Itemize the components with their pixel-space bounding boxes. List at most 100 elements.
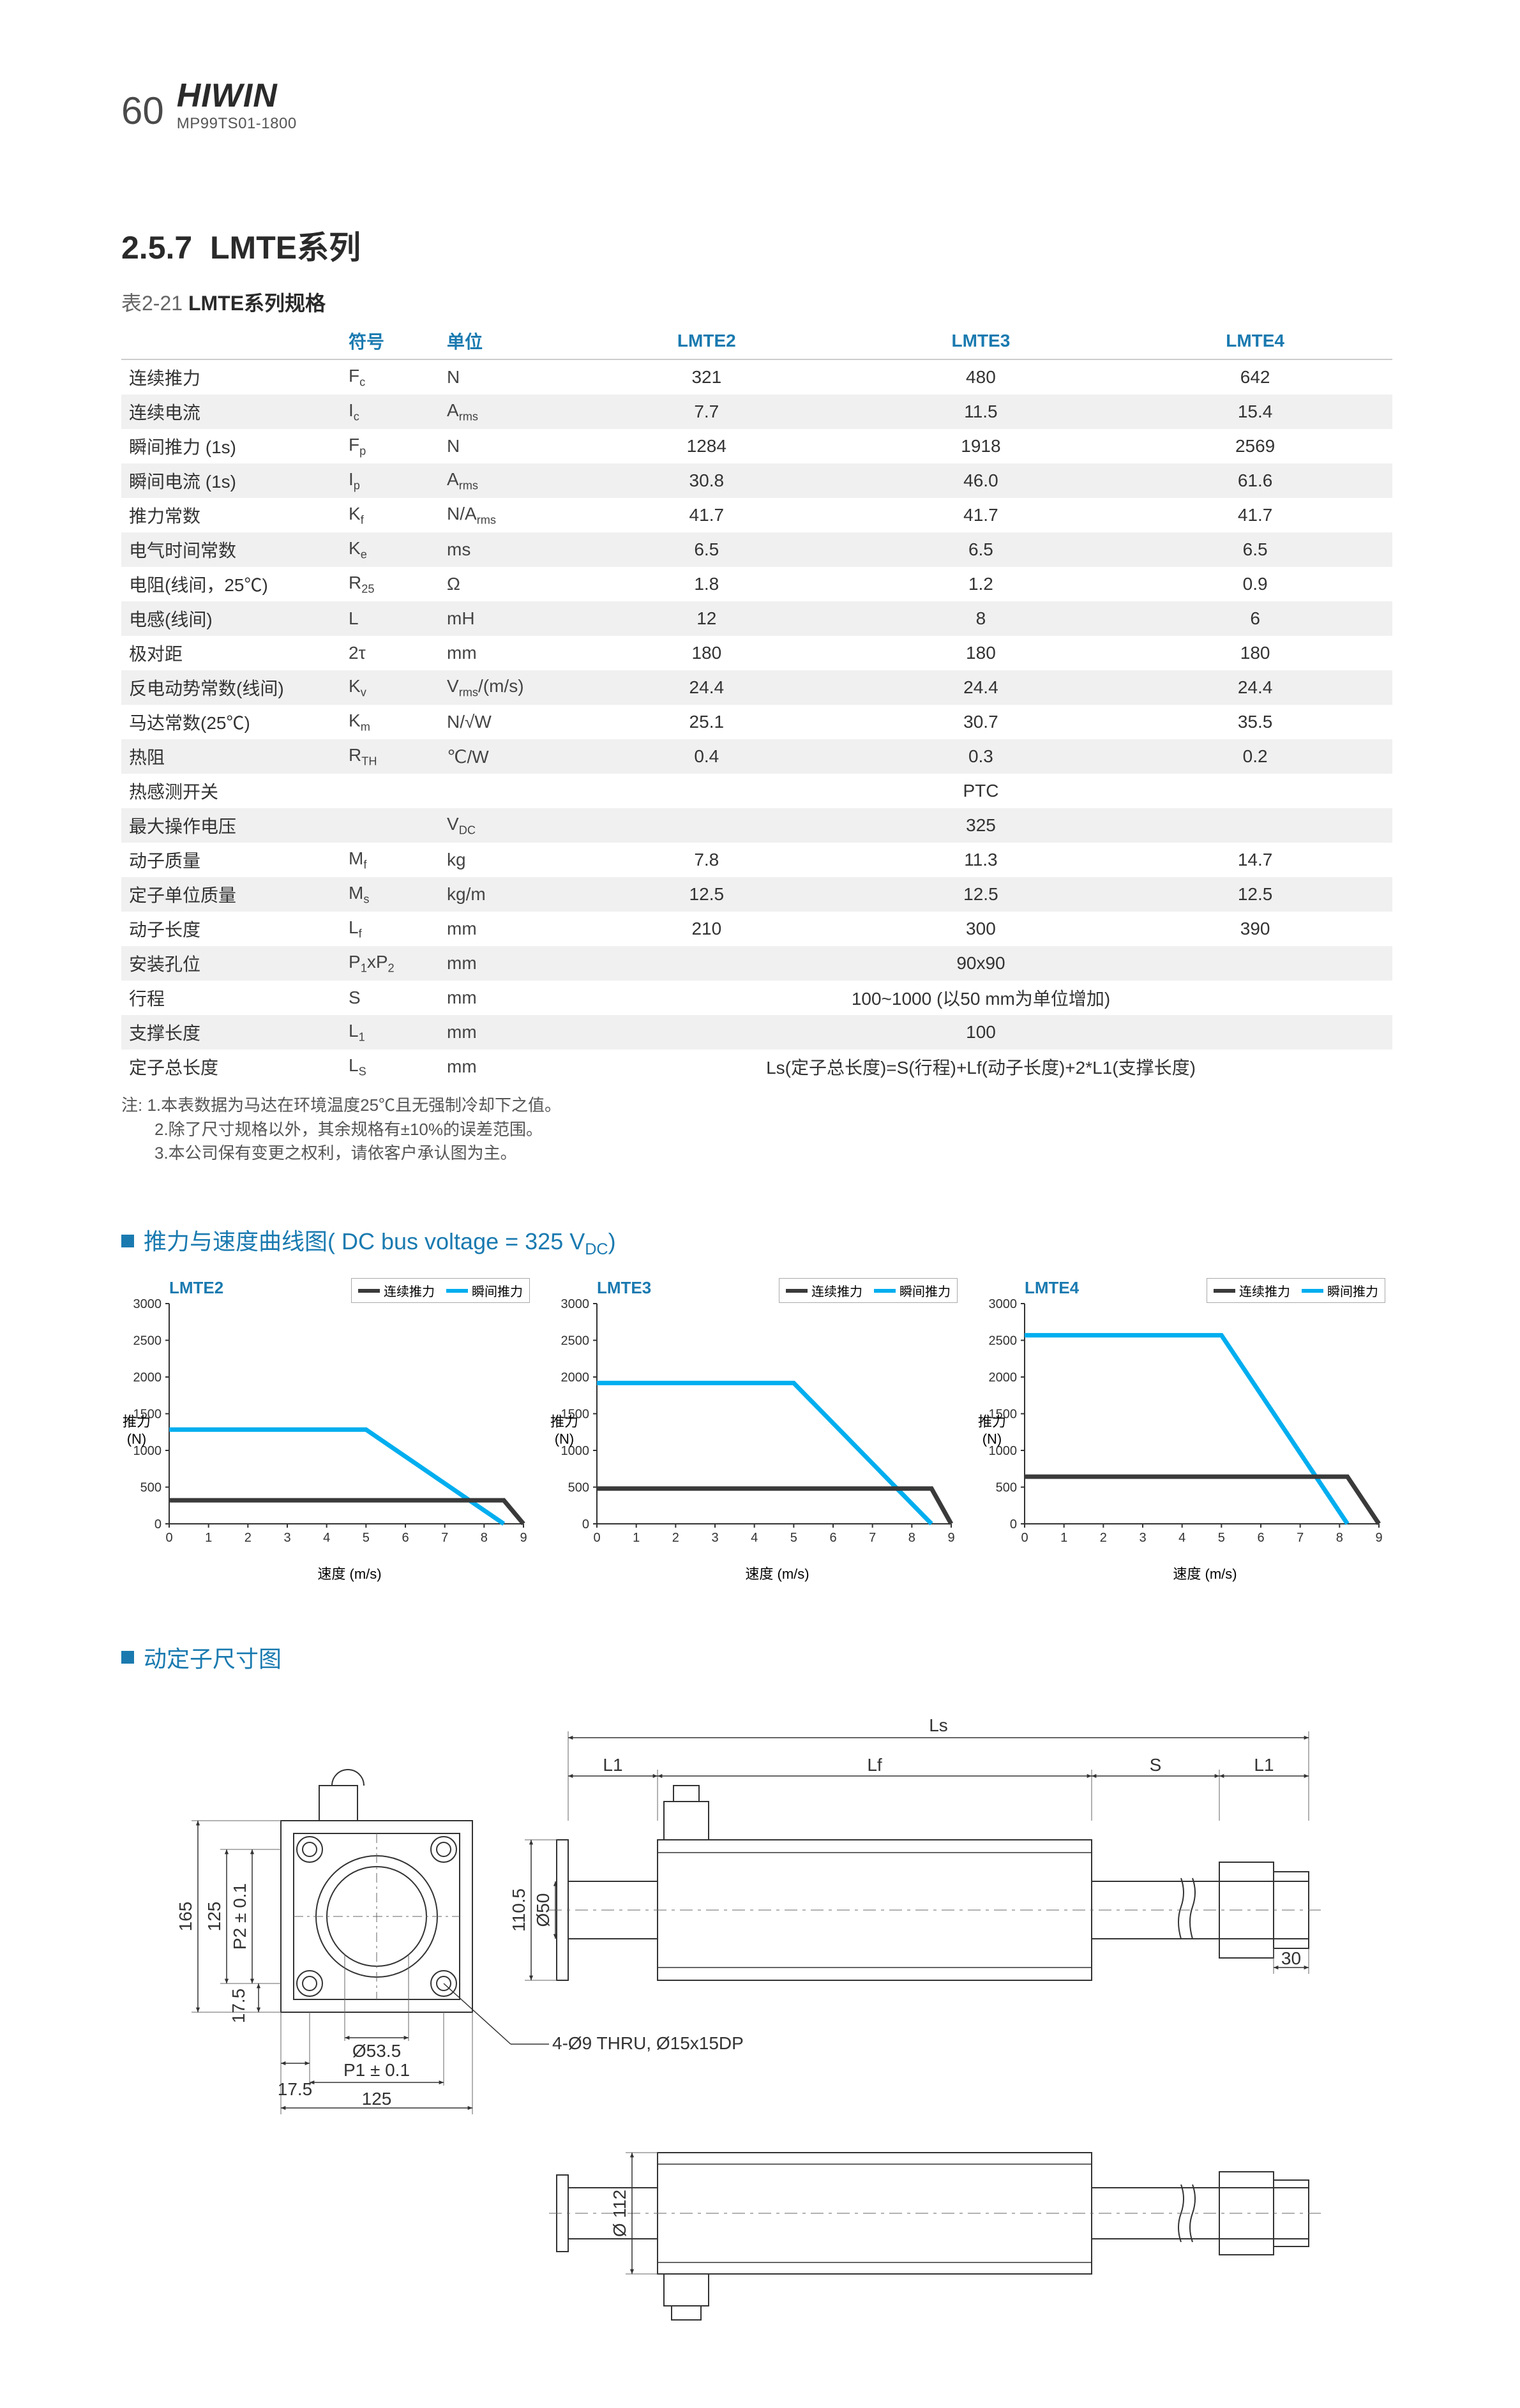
row-value: 6.5 [844, 532, 1118, 567]
row-unit: kg/m [439, 877, 569, 912]
svg-text:1: 1 [1060, 1531, 1067, 1545]
svg-text:500: 500 [996, 1481, 1017, 1495]
svg-text:5: 5 [363, 1531, 370, 1545]
row-value: 14.7 [1118, 843, 1392, 877]
svg-text:4: 4 [323, 1531, 330, 1545]
row-unit: N/√W [439, 705, 569, 739]
svg-text:0: 0 [154, 1517, 162, 1531]
svg-text:6: 6 [1257, 1531, 1264, 1545]
chart-svg: 0500100015002000250030000123456789 [121, 1278, 530, 1559]
legend-label: 连续推力 [811, 1281, 862, 1300]
row-symbol: R25 [341, 567, 439, 601]
svg-text:7: 7 [1297, 1531, 1304, 1545]
svg-text:L1: L1 [1254, 1755, 1274, 1775]
row-symbol [341, 774, 439, 808]
table-row: 马达常数(25℃)KmN/√W25.130.735.5 [121, 705, 1392, 739]
row-label: 电感(线间) [121, 601, 341, 636]
chart-legend: 连续推力瞬间推力 [779, 1278, 958, 1303]
section-number: 2.5.7 [121, 230, 192, 266]
row-symbol: Fc [341, 359, 439, 395]
chart-section-header: 推力与速度曲线图( DC bus voltage = 325 VDC) [121, 1223, 1392, 1259]
row-label: 反电动势常数(线间) [121, 670, 341, 705]
svg-text:3000: 3000 [133, 1297, 162, 1311]
row-value: 1.2 [844, 567, 1118, 601]
svg-text:17.5: 17.5 [278, 2079, 313, 2099]
svg-text:8: 8 [481, 1531, 488, 1545]
row-label: 定子总长度 [121, 1050, 341, 1084]
row-value: 7.7 [569, 395, 844, 429]
row-label: 极对距 [121, 636, 341, 670]
row-value: 30.8 [569, 463, 844, 498]
table-caption: 表2-21 LMTE系列规格 [121, 287, 1392, 317]
legend-label: 瞬间推力 [1327, 1281, 1378, 1300]
row-symbol: S [341, 981, 439, 1015]
row-label: 安装孔位 [121, 946, 341, 981]
row-unit: Arms [439, 395, 569, 429]
row-value: 0.4 [569, 739, 844, 774]
row-label: 推力常数 [121, 498, 341, 532]
svg-text:Ø50: Ø50 [533, 1893, 553, 1927]
svg-text:5: 5 [790, 1531, 797, 1545]
svg-text:2: 2 [672, 1531, 679, 1545]
row-label: 动子长度 [121, 912, 341, 946]
row-symbol: RTH [341, 739, 439, 774]
note-line: 注: 1.本表数据为马达在环境温度25℃且无强制冷却下之值。 [121, 1094, 1392, 1118]
x-axis-label: 速度 (m/s) [597, 1563, 958, 1583]
row-value: 321 [569, 359, 844, 395]
row-label: 马达常数(25℃) [121, 705, 341, 739]
svg-text:0: 0 [165, 1531, 172, 1545]
row-unit: Arms [439, 463, 569, 498]
svg-text:2000: 2000 [561, 1371, 590, 1385]
chart-title-sub: DC [585, 1240, 608, 1258]
row-label: 电气时间常数 [121, 532, 341, 567]
svg-text:110.5: 110.5 [509, 1888, 529, 1932]
table-row: 动子质量Mfkg7.811.314.7 [121, 843, 1392, 877]
row-value: 24.4 [569, 670, 844, 705]
svg-text:S: S [1150, 1755, 1162, 1775]
row-symbol: Ic [341, 395, 439, 429]
row-symbol: Ms [341, 877, 439, 912]
svg-text:Ø 112: Ø 112 [610, 2190, 629, 2237]
row-value-span: PTC [569, 774, 1392, 808]
svg-text:165: 165 [176, 1902, 195, 1932]
svg-text:2000: 2000 [133, 1371, 162, 1385]
row-value: 180 [844, 636, 1118, 670]
table-header: LMTE4 [1118, 323, 1392, 359]
legend-item: 连续推力 [786, 1281, 862, 1300]
table-row: 推力常数KfN/Arms41.741.741.7 [121, 498, 1392, 532]
row-value-span: Ls(定子总长度)=S(行程)+Lf(动子长度)+2*L1(支撑长度) [569, 1050, 1392, 1084]
row-value: 1918 [844, 429, 1118, 463]
dim-section-title: 动定子尺寸图 [144, 1641, 282, 1674]
chart: LMTE4连续推力瞬间推力推力(N)0500100015002000250030… [977, 1278, 1385, 1583]
row-value: 41.7 [569, 498, 844, 532]
svg-text:2000: 2000 [989, 1371, 1018, 1385]
table-row: 连续电流IcArms7.711.515.4 [121, 395, 1392, 429]
svg-text:3: 3 [711, 1531, 718, 1545]
row-value: 61.6 [1118, 463, 1392, 498]
svg-text:2500: 2500 [133, 1334, 162, 1348]
svg-text:0: 0 [1021, 1531, 1028, 1545]
svg-text:500: 500 [140, 1481, 162, 1495]
chart-legend: 连续推力 瞬间推力 [1207, 1278, 1385, 1303]
svg-text:6: 6 [829, 1531, 836, 1545]
table-header: LMTE2 [569, 323, 844, 359]
chart-model-title: LMTE4 [1025, 1278, 1079, 1298]
legend-item: 连续推力 [1214, 1281, 1290, 1300]
dimension-svg: 165125P2 ± 0.117.517.5P1 ± 0.1125Ø53.54-… [121, 1693, 1392, 2331]
row-label: 连续电流 [121, 395, 341, 429]
svg-text:125: 125 [204, 1902, 224, 1932]
table-row: 定子总长度LSmmLs(定子总长度)=S(行程)+Lf(动子长度)+2*L1(支… [121, 1050, 1392, 1084]
table-row: 瞬间电流 (1s)IpArms30.846.061.6 [121, 463, 1392, 498]
legend-item: 连续推力 [358, 1281, 435, 1300]
chart-title-suffix: ) [608, 1228, 616, 1254]
row-value-span: 100 [569, 1015, 1392, 1050]
svg-text:3000: 3000 [561, 1297, 590, 1311]
svg-text:4: 4 [1178, 1531, 1185, 1545]
legend-item: 瞬间推力 [874, 1281, 951, 1300]
svg-text:L1: L1 [603, 1755, 622, 1775]
row-value: 24.4 [1118, 670, 1392, 705]
row-label: 定子单位质量 [121, 877, 341, 912]
row-value: 12 [569, 601, 844, 636]
chart-model-title: LMTE2 [169, 1278, 223, 1298]
row-unit: N [439, 359, 569, 395]
